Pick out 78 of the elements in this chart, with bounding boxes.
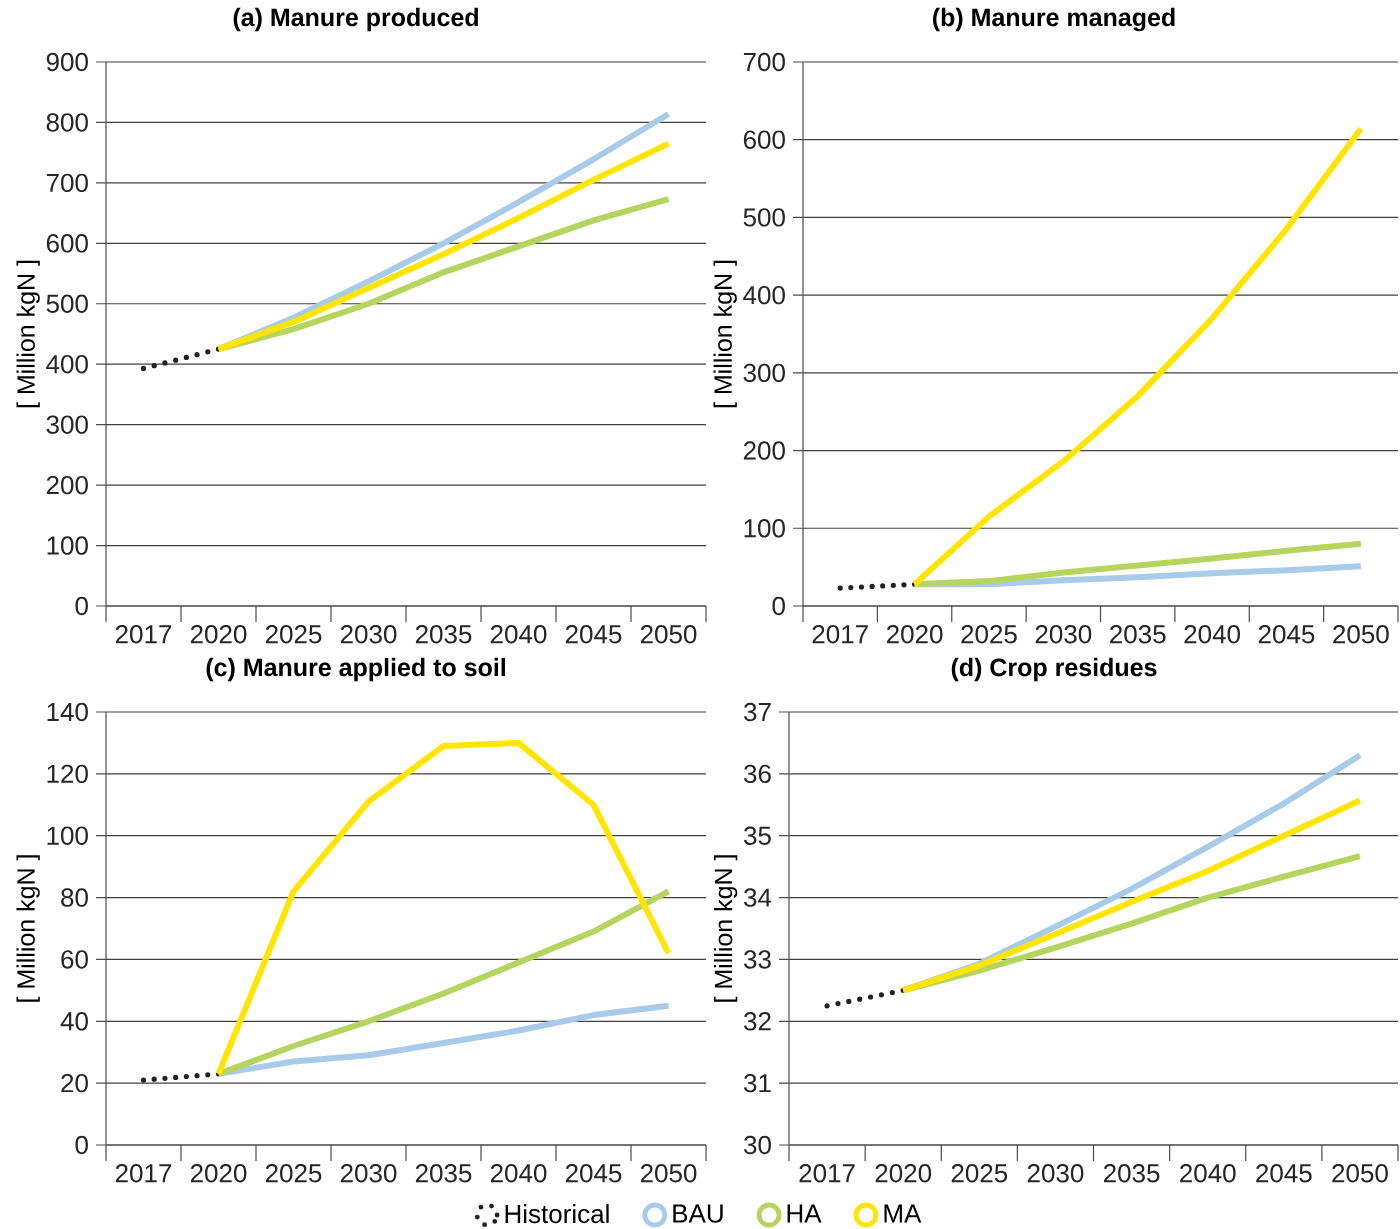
chart-title: (c) Manure applied to soil (206, 657, 505, 682)
y-tick-label: 100 (47, 826, 88, 845)
x-tick-label: 2017 (799, 1164, 855, 1183)
y-tick-label: 0 (772, 596, 785, 616)
x-tick-label: 2045 (1258, 625, 1315, 644)
y-tick-label: 37 (744, 702, 771, 722)
chart-title: (d) Crop residues (951, 657, 1157, 682)
y-tick-label: 60 (61, 950, 88, 969)
y-axis-title: [ Million kgN ] (713, 260, 737, 408)
y-tick-label: 31 (744, 1073, 771, 1093)
legend-label: MA (884, 1204, 922, 1223)
x-tick-label: 2017 (115, 1164, 172, 1183)
x-tick-label: 2035 (1103, 1164, 1160, 1183)
x-tick-label: 2017 (115, 625, 172, 644)
y-tick-label: 600 (46, 234, 88, 253)
x-tick-label: 2050 (1333, 625, 1389, 644)
y-tick-label: 32 (744, 1012, 771, 1031)
x-tick-label: 2030 (340, 1164, 397, 1183)
y-tick-label: 20 (61, 1073, 88, 1093)
chart-title: (b) Manure managed (933, 7, 1175, 32)
x-tick-label: 2040 (490, 1164, 547, 1183)
y-tick-label: 35 (744, 826, 771, 845)
y-tick-label: 100 (744, 519, 785, 538)
x-tick-label: 2045 (565, 1164, 622, 1183)
x-tick-label: 2025 (265, 625, 322, 644)
y-tick-label: 400 (46, 355, 88, 374)
x-tick-label: 2035 (1110, 625, 1166, 644)
x-tick-label: 2025 (951, 1164, 1008, 1183)
legend-label: BAU (673, 1204, 723, 1223)
x-tick-label: 2040 (1184, 625, 1240, 644)
y-tick-label: 30 (744, 1135, 771, 1155)
y-tick-label: 600 (743, 130, 785, 149)
legend-label: HA (787, 1204, 822, 1223)
x-tick-label: 2020 (190, 1164, 247, 1183)
y-tick-label: 700 (743, 52, 785, 72)
x-tick-label: 2035 (415, 625, 472, 644)
y-tick-label: 700 (46, 173, 88, 193)
x-tick-label: 2040 (1180, 1164, 1236, 1183)
x-tick-label: 2017 (812, 625, 868, 644)
x-tick-label: 2050 (1332, 1164, 1388, 1183)
y-tick-label: 0 (75, 596, 88, 616)
x-tick-label: 2040 (490, 625, 547, 644)
x-tick-label: 2045 (565, 625, 622, 644)
y-tick-label: 120 (47, 764, 88, 784)
y-tick-label: 33 (744, 950, 771, 969)
y-axis-title: [ Million kgN ] (713, 855, 738, 1002)
x-tick-label: 2030 (1027, 1164, 1084, 1183)
x-tick-label: 2035 (415, 1164, 472, 1183)
legend-label: Historical (505, 1204, 609, 1224)
x-tick-label: 2030 (1035, 625, 1092, 644)
y-axis-title: [ Million kgN ] (16, 855, 40, 1002)
x-tick-label: 2050 (640, 625, 697, 644)
x-tick-label: 2045 (1256, 1164, 1312, 1183)
x-tick-label: 2020 (190, 625, 247, 644)
y-axis-title: [ Million kgN ] (16, 260, 40, 408)
y-tick-label: 200 (46, 475, 88, 495)
x-tick-label: 2030 (340, 625, 397, 644)
y-tick-label: 34 (744, 888, 772, 907)
x-tick-label: 2025 (265, 1164, 322, 1183)
y-tick-label: 400 (743, 285, 785, 305)
x-tick-label: 2020 (875, 1164, 932, 1183)
y-tick-label: 200 (743, 441, 785, 460)
y-tick-label: 36 (744, 764, 771, 784)
y-tick-label: 500 (743, 208, 785, 227)
y-tick-label: 300 (46, 415, 88, 434)
y-tick-label: 40 (60, 1012, 88, 1031)
y-tick-label: 80 (61, 888, 88, 907)
x-tick-label: 2050 (640, 1164, 697, 1183)
y-tick-label: 100 (47, 536, 88, 555)
y-tick-label: 500 (46, 294, 88, 313)
y-tick-label: 0 (75, 1135, 88, 1155)
y-tick-label: 300 (743, 363, 785, 383)
y-tick-label: 140 (47, 702, 88, 722)
x-tick-label: 2025 (961, 625, 1017, 644)
chart-title: (a) Manure produced (233, 7, 478, 32)
y-tick-label: 900 (46, 52, 88, 72)
x-tick-label: 2020 (886, 625, 943, 644)
y-tick-label: 800 (46, 113, 88, 132)
